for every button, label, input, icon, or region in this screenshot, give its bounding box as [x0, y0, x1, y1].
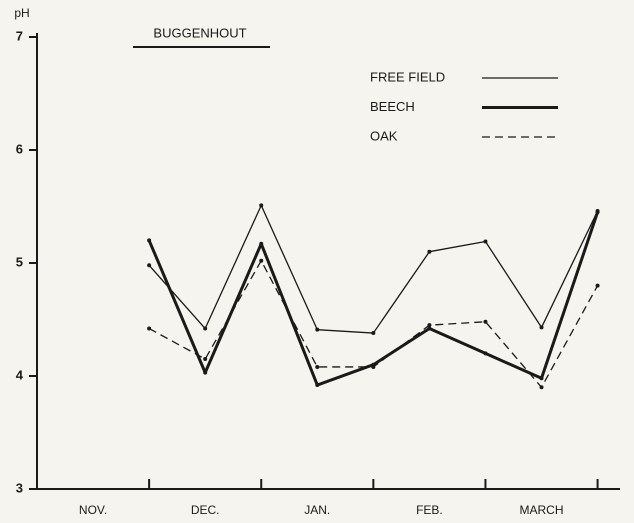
legend-label: OAK	[370, 128, 398, 143]
data-point	[203, 326, 208, 331]
data-point	[483, 351, 488, 356]
data-point	[315, 383, 320, 388]
data-point	[259, 241, 264, 246]
data-point	[427, 249, 432, 254]
data-point	[595, 210, 600, 215]
data-point	[147, 238, 152, 243]
data-point	[203, 370, 208, 375]
legend-label: BEECH	[370, 99, 415, 114]
y-tick-label: 5	[16, 254, 23, 269]
y-axis-label: pH	[14, 6, 29, 20]
data-point	[147, 326, 152, 331]
data-point	[371, 331, 376, 336]
y-tick-label: 3	[16, 480, 23, 495]
y-tick-label: 4	[16, 367, 24, 382]
x-tick-label: JAN.	[304, 503, 330, 517]
x-tick-label: FEB.	[416, 503, 443, 517]
y-tick-label: 7	[16, 28, 23, 43]
data-point	[539, 376, 544, 381]
data-point	[427, 326, 432, 331]
data-point	[427, 323, 432, 328]
data-point	[483, 239, 488, 244]
data-point	[483, 319, 488, 324]
data-point	[147, 263, 152, 268]
x-tick-label: MARCH	[520, 503, 564, 517]
y-tick-label: 6	[16, 141, 23, 156]
data-point	[259, 258, 264, 263]
x-tick-label: NOV.	[79, 503, 107, 517]
x-tick-label: DEC.	[191, 503, 220, 517]
data-point	[539, 325, 544, 330]
data-point	[203, 357, 208, 362]
data-point	[539, 385, 544, 390]
data-point	[315, 364, 320, 369]
data-point	[315, 327, 320, 332]
data-point	[371, 364, 376, 369]
legend-label: FREE FIELD	[370, 69, 445, 84]
data-point	[259, 203, 264, 208]
chart-title: BUGGENHOUT	[153, 25, 246, 40]
data-point	[595, 283, 600, 288]
